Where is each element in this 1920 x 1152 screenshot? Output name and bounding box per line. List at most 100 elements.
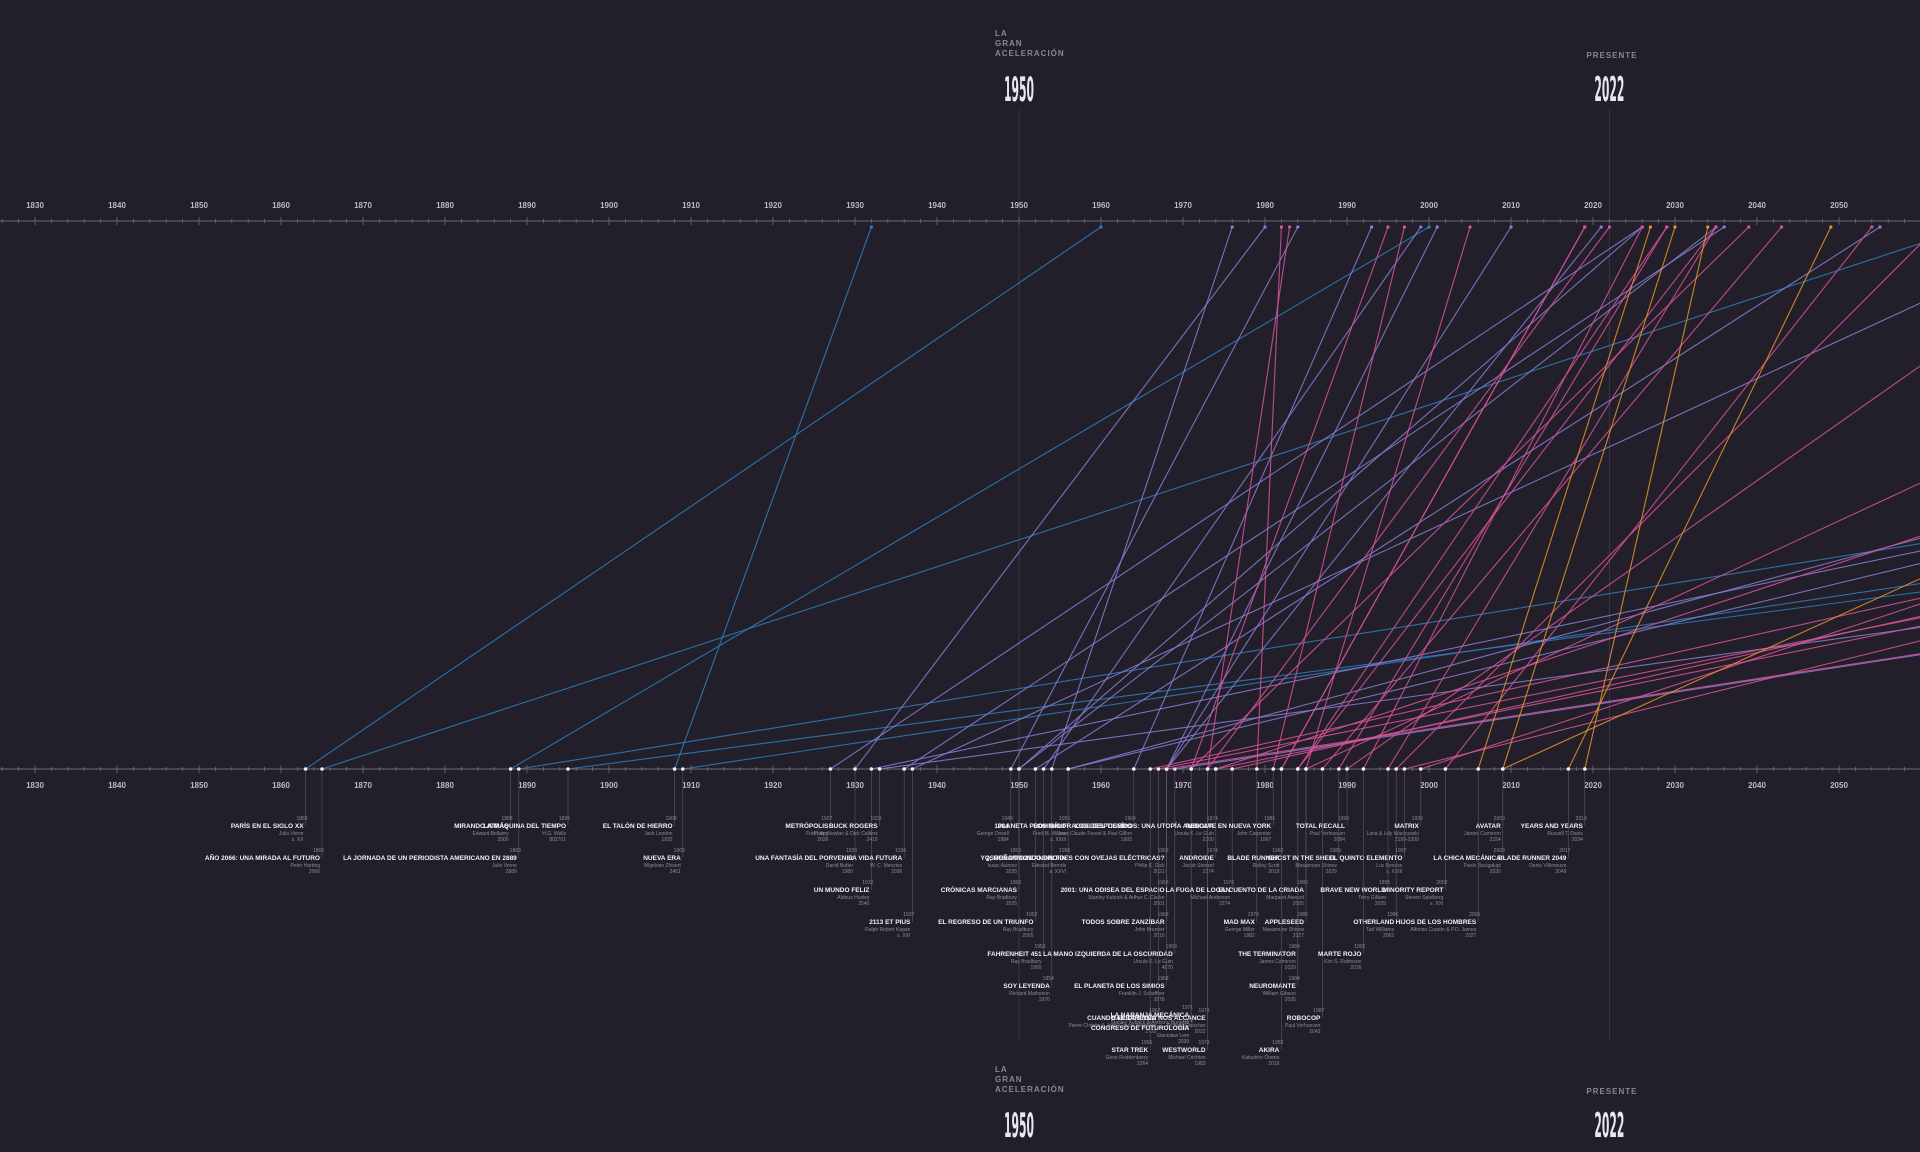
work-set-in: s. XXI	[897, 933, 910, 939]
target-dot	[1419, 225, 1423, 229]
prediction-line	[1444, 226, 1873, 770]
work-set-in: 1997	[1260, 837, 1271, 843]
work-set-in: 2062	[1383, 933, 1394, 939]
publication-dot	[517, 767, 521, 771]
work-published: 1995	[1379, 880, 1390, 886]
work-set-in: 2019	[1268, 869, 1279, 875]
publication-dot	[1304, 767, 1308, 771]
prediction-line	[1158, 617, 1920, 770]
publication-dot	[1345, 767, 1349, 771]
work-published: 1933	[870, 816, 881, 822]
work-title: EL CUENTO DE LA CRIADA	[1219, 887, 1305, 894]
work-author: Ursula K. Le Guin	[1133, 959, 1173, 965]
publication-dot	[1255, 767, 1259, 771]
axis-tick-label: 1950	[1010, 201, 1028, 210]
work-published: 1966	[1141, 1040, 1152, 1046]
work-set-in: 2274	[1219, 901, 1230, 907]
work-published: 1985	[1297, 880, 1308, 886]
axis-tick-label: 2030	[1666, 201, 1684, 210]
publication-dot	[681, 767, 685, 771]
work-title: TOTAL RECALL	[1296, 823, 1345, 830]
prediction-line	[1477, 226, 1651, 770]
publication-dot	[1566, 767, 1571, 771]
axis-tick-label: 2030	[1666, 781, 1684, 790]
work-published: 1971	[1182, 1005, 1193, 1011]
work-set-in: s. XXIII	[1050, 837, 1066, 843]
prediction-line	[1018, 226, 1643, 770]
work-title: EL TALÓN DE HIERRO	[603, 821, 673, 830]
publication-dot	[1017, 767, 1021, 771]
work-title: PLANETA PROHIBIDO	[998, 823, 1067, 830]
target-dot	[1435, 225, 1439, 229]
work-author: Edward Bellamy	[472, 831, 509, 837]
work-title: GHOST IN THE SHELL	[1267, 855, 1336, 862]
prediction-line	[1043, 226, 1422, 770]
work-author: Isaac Asimov	[988, 863, 1018, 869]
work-set-in: 802701	[549, 837, 566, 843]
prediction-line	[1068, 562, 1920, 770]
axis-tick-label: 1910	[682, 201, 700, 210]
work-title: CUANDO EL DESTINO NOS ALCANCE	[1087, 1015, 1206, 1022]
work-published: 1976	[1223, 880, 1234, 886]
work-set-in: 2084	[1334, 837, 1345, 843]
marker-label-acceleration: GRAN	[995, 39, 1023, 48]
prediction-line	[903, 226, 1725, 770]
publication-dot	[566, 767, 570, 771]
work-title: BUCK ROGERS	[829, 823, 878, 830]
work-author: James Cameron	[1259, 959, 1296, 965]
marker-label-acceleration: LA	[995, 1065, 1008, 1074]
work-author: Julio Verne	[279, 831, 304, 837]
work-set-in: 1983	[1194, 1061, 1205, 1067]
work-author: Steven Spielberg	[1405, 895, 1443, 901]
work-title: 1984	[994, 823, 1009, 830]
prediction-line	[1215, 535, 1920, 770]
axis-tick-label: 2010	[1502, 201, 1520, 210]
prediction-line	[1190, 226, 1750, 770]
marker-year-acceleration: 1950	[1004, 1106, 1034, 1146]
work-title: WESTWORLD	[1162, 1047, 1206, 1054]
work-title: 2001: UNA ODISEA DEL ESPACIO	[1061, 887, 1165, 894]
work-published: 1927	[821, 816, 832, 822]
axis-tick-label: 1970	[1174, 781, 1192, 790]
publication-dot	[1156, 767, 1161, 771]
work-published: 1863	[296, 816, 307, 822]
work-author: Masamune Shirow	[1263, 927, 1305, 933]
work-published: 1956	[1059, 816, 1070, 822]
target-dot	[1599, 225, 1603, 229]
axis-tick-label: 2010	[1502, 781, 1520, 790]
prediction-line	[1035, 226, 1881, 770]
work-title: LA CHICA MECÁNICA	[1433, 853, 1501, 862]
work-set-in: s. XXI	[1430, 901, 1443, 907]
axis-tick-label: 1980	[1256, 201, 1274, 210]
axis-tick-label: 1850	[190, 781, 208, 790]
prediction-line	[830, 226, 1643, 770]
work-published: 1979	[1248, 912, 1259, 918]
work-set-in: s. XXVI	[1050, 869, 1067, 875]
work-set-in: 2043	[1309, 1029, 1320, 1035]
prediction-line	[1133, 226, 1373, 770]
target-dot	[1648, 225, 1652, 229]
work-set-in: 2300	[1203, 837, 1214, 843]
work-published: 1984	[1289, 976, 1300, 982]
work-title: LA JORNADA DE UN PERIODISTA AMERICANO EN…	[343, 855, 517, 862]
prediction-line	[1404, 640, 1920, 770]
axis-tick-label: 1870	[354, 781, 372, 790]
prediction-line	[1207, 226, 1291, 770]
prediction-line	[1567, 226, 1832, 770]
work-title: THE TERMINATOR	[1238, 951, 1296, 958]
publication-dot	[1583, 767, 1587, 771]
work-title: CRÓNICAS MARCIANAS	[941, 885, 1018, 894]
work-published: 1968	[1157, 848, 1168, 854]
work-title: YO, ROBOT	[981, 855, 1018, 862]
axis-tick-label: 1830	[26, 201, 44, 210]
publication-dot	[1050, 767, 1054, 771]
target-dot	[869, 225, 874, 229]
prediction-line	[510, 226, 1430, 770]
target-dot	[1370, 225, 1374, 229]
prediction-line	[1207, 226, 1610, 770]
publication-dot	[869, 767, 874, 771]
marker-label-acceleration: ACELERACIÓN	[995, 1085, 1065, 1094]
work-published: 1956	[1059, 848, 1070, 854]
work-title: MAD MAX	[1224, 919, 1256, 926]
publication-dot	[303, 767, 308, 771]
